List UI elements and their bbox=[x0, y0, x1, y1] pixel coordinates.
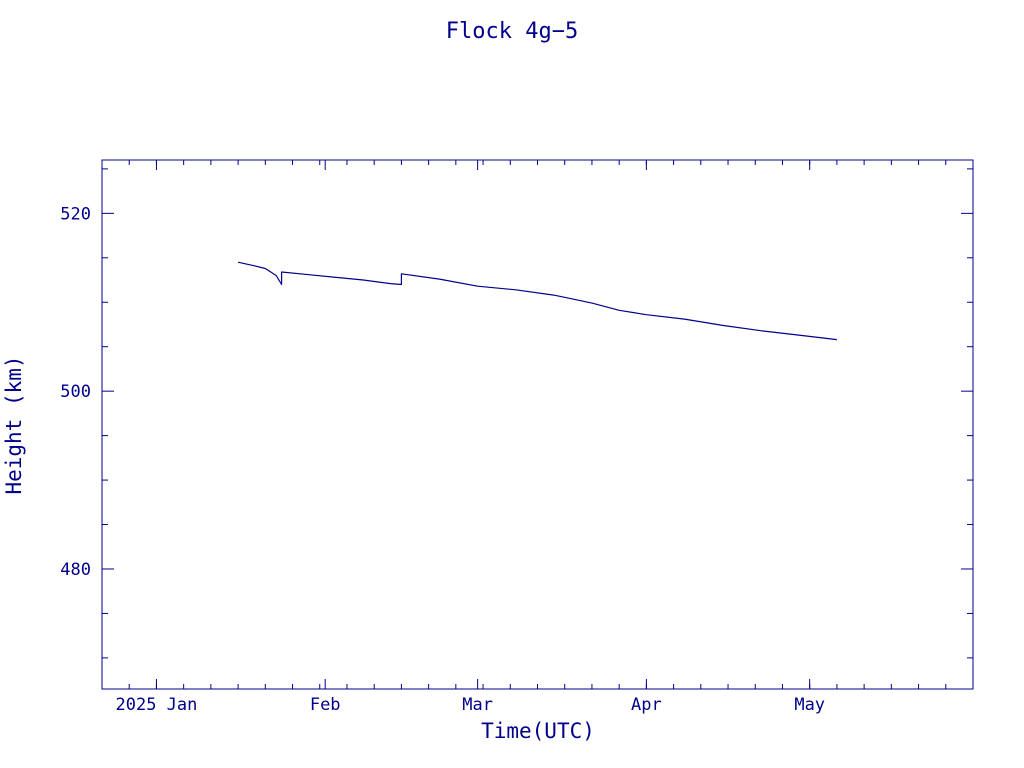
y-tick-label: 500 bbox=[60, 382, 91, 402]
x-axis-label: Time(UTC) bbox=[481, 719, 595, 743]
series-line bbox=[237, 261, 837, 341]
x-axis: 2025 Jan Feb Mar Apr May bbox=[101, 160, 974, 715]
x-tick-label: Mar bbox=[462, 695, 493, 715]
y-axis: 480 500 520 bbox=[60, 168, 973, 659]
series-group bbox=[237, 261, 837, 341]
x-tick-label: Apr bbox=[631, 695, 662, 715]
x-tick-label: 2025 Jan bbox=[115, 695, 197, 715]
plot-frame bbox=[101, 159, 974, 690]
y-tick-label: 480 bbox=[60, 560, 91, 580]
x-tick-label: Feb bbox=[310, 695, 341, 715]
chart-title: Flock 4g−5 bbox=[446, 19, 578, 44]
y-tick-label: 520 bbox=[60, 204, 91, 224]
x-tick-label: May bbox=[794, 695, 825, 715]
y-axis-label: Height (km) bbox=[2, 355, 26, 494]
